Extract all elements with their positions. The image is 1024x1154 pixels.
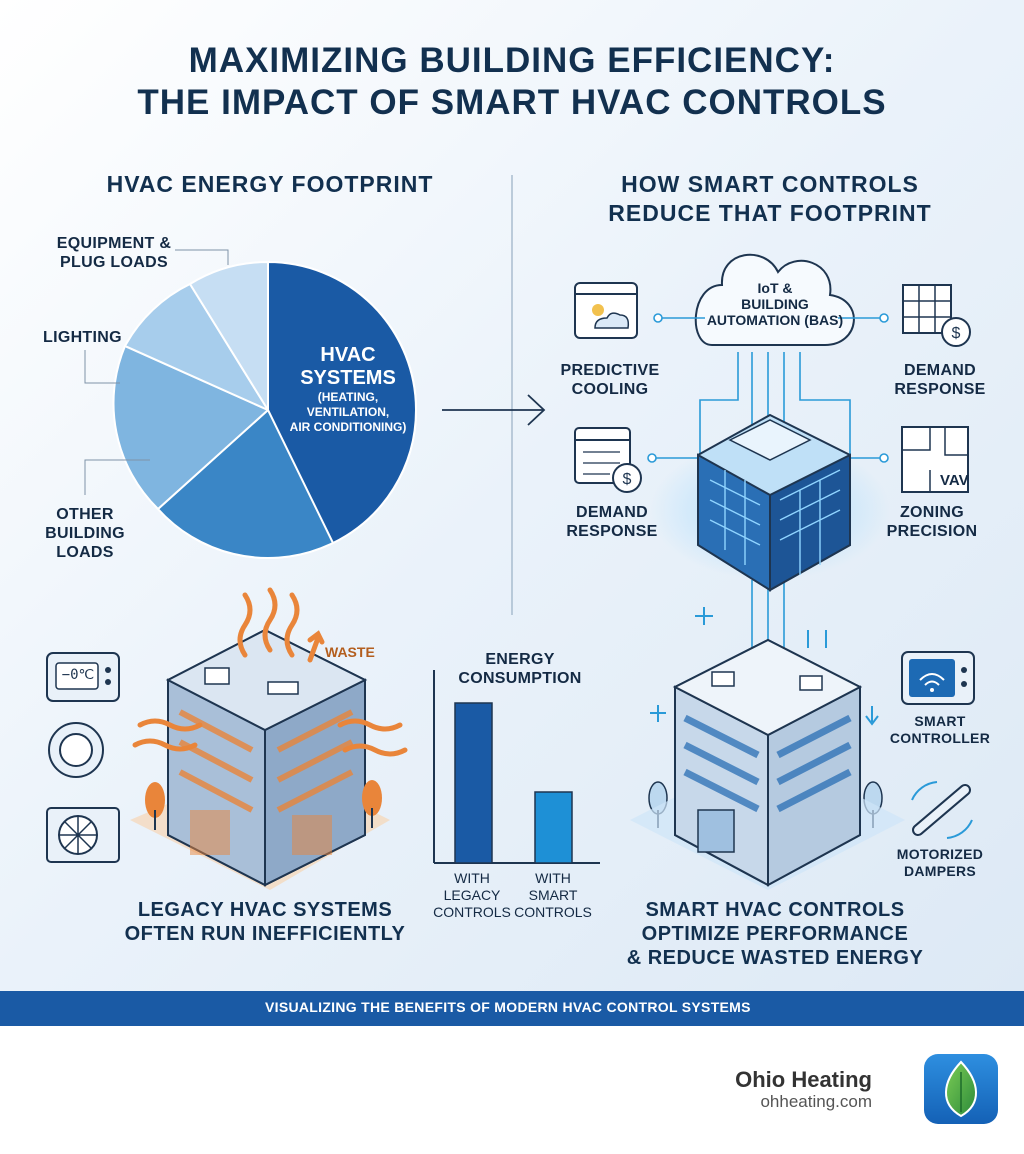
label-zoning-precision: ZONING PRECISION: [886, 504, 978, 540]
label-demand-response-top: DEMAND RESPONSE: [894, 362, 986, 398]
page-title: MAXIMIZING BUILDING EFFICIENCY: THE IMPA…: [0, 40, 1024, 124]
smart-caption: SMART HVAC CONTROLS OPTIMIZE PERFORMANCE &…: [626, 899, 924, 969]
bar-legacy: [454, 702, 493, 864]
cloud-icon: [694, 253, 855, 346]
energy-pie-chart: [84, 249, 418, 559]
svg-text:$: $: [623, 471, 632, 488]
ac-unit-icon: [46, 807, 120, 863]
calendar-dollar-icon: $: [574, 427, 642, 493]
sparkle-icons: [650, 607, 879, 726]
label-other-loads: OTHER BUILDING LOADS: [45, 506, 125, 561]
label-equipment: EQUIPMENT & PLUG LOADS: [56, 235, 172, 271]
arrow-right-icon: [442, 394, 546, 426]
label-waste: WASTE: [325, 644, 375, 660]
bar-chart-title: ENERGY CONSUMPTION: [458, 651, 582, 687]
dial-thermostat-icon: [48, 722, 104, 778]
smart-building-top: [650, 413, 890, 592]
label-hvac-systems: HVAC SYSTEMS (HEATING, VENTILATION, AIR …: [289, 344, 407, 434]
weather-forecast-icon: [574, 282, 638, 339]
motorized-damper-icon: [911, 781, 973, 839]
label-predictive-cooling: PREDICTIVE COOLING: [560, 362, 660, 398]
footer-banner-text: VISUALIZING THE BENEFITS OF MODERN HVAC …: [265, 999, 751, 1015]
heat-waves: [132, 587, 408, 757]
bar-label-smart: WITH SMART CONTROLS: [514, 870, 592, 920]
label-smart-controller: SMART CONTROLLER: [889, 713, 991, 746]
label-motorized-dampers: MOTORIZED DAMPERS: [896, 846, 984, 879]
brand-logo-icon: [924, 1054, 998, 1124]
pie-slice-equipment: [188, 260, 269, 414]
connector-lines: [647, 313, 889, 690]
thermostat-icon: [46, 652, 120, 702]
grid-dollar-icon: $: [902, 284, 971, 347]
label-demand-response-left: DEMAND RESPONSE: [566, 504, 658, 540]
bar-smart: [534, 791, 573, 864]
floorplan-icon: [901, 426, 969, 493]
label-lighting: LIGHTING: [43, 329, 122, 346]
cloud-label: IoT & BUILDING AUTOMATION (BAS): [706, 280, 844, 328]
smart-building-bottom: [630, 638, 905, 890]
energy-bar-chart: [433, 670, 600, 864]
smart-controller-icon: [901, 651, 975, 705]
brand-url: ohheating.com: [760, 1092, 872, 1111]
thermostat-display: −0℃: [61, 667, 95, 683]
footer-banner: [0, 991, 1024, 1026]
bar-label-legacy: WITH LEGACY CONTROLS: [433, 870, 511, 920]
title-line-1: MAXIMIZING BUILDING EFFICIENCY:: [188, 41, 836, 80]
pie-slice-lighting-2: [123, 282, 271, 413]
svg-text:$: $: [952, 325, 961, 342]
right-heading: HOW SMART CONTROLS REDUCE THAT FOOTPRINT: [608, 171, 932, 226]
legacy-caption: LEGACY HVAC SYSTEMS OFTEN RUN INEFFICIENT…: [124, 899, 406, 945]
label-vav: VAV: [940, 472, 969, 489]
legacy-building: [130, 628, 390, 890]
brand-name: Ohio Heating: [735, 1067, 872, 1092]
pie-slice-lighting: [112, 344, 270, 511]
left-heading: HVAC ENERGY FOOTPRINT: [106, 171, 434, 197]
title-line-2: THE IMPACT OF SMART HVAC CONTROLS: [137, 83, 887, 122]
